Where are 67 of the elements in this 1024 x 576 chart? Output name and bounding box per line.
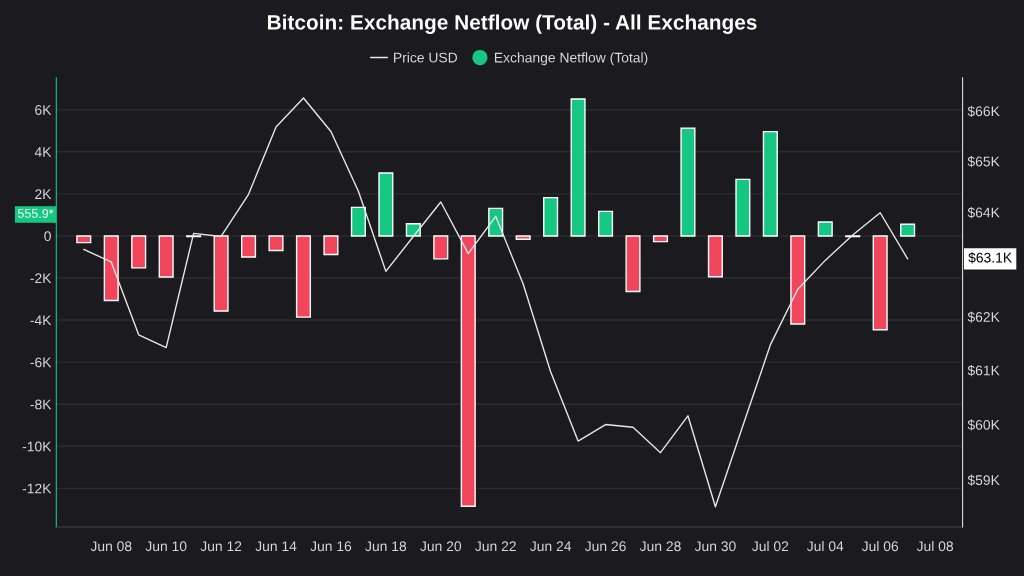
x-tick-label: Jun 12 xyxy=(200,541,242,552)
x-tick-label: Jul 06 xyxy=(861,540,899,552)
text: $63.1K xyxy=(968,252,1012,264)
bar xyxy=(625,235,641,293)
y-tick-label: -10K xyxy=(22,441,52,452)
x-tick-label: Jun 30 xyxy=(694,541,736,552)
bar xyxy=(900,223,916,237)
bar xyxy=(570,98,586,237)
y-tick-label: -2K xyxy=(30,273,52,284)
y2-tick-label: $61K xyxy=(967,364,1000,377)
x-tick-label: Jun 28 xyxy=(639,541,681,552)
legend-label: Price USD xyxy=(394,52,458,63)
y2-tick-label: $66K xyxy=(967,105,1000,117)
bar xyxy=(76,235,92,244)
x-tick-label: Jun 26 xyxy=(584,541,626,552)
x-tick-label: Jun 16 xyxy=(310,541,352,552)
y-tick-label: -8K xyxy=(30,399,52,410)
bar xyxy=(323,235,339,256)
y2-tick-label: $59K xyxy=(967,474,1000,486)
y-tick-label: 6K xyxy=(35,105,52,115)
bar xyxy=(405,223,421,237)
x-tick-label: Jun 14 xyxy=(255,541,297,552)
y-tick-label: 4K xyxy=(34,147,52,157)
y-tick-label: -4K xyxy=(30,315,52,326)
x-tick-label: Jul 04 xyxy=(806,540,844,552)
bar xyxy=(817,221,833,237)
chart-title: Bitcoin: Exchange Netflow (Total) - All Exchanges xyxy=(268,14,757,34)
bar xyxy=(735,178,751,237)
bar xyxy=(350,206,366,237)
y2-tick-label: $64K xyxy=(967,206,1000,219)
bar xyxy=(158,235,174,278)
line-series xyxy=(83,97,909,508)
x-tick-label: Jul 08 xyxy=(916,540,954,552)
legend-label: Exchange Netflow (Total) xyxy=(494,52,648,66)
y-tick-label: 2K xyxy=(35,189,52,199)
x-tick-label: Jun 20 xyxy=(420,541,462,552)
bar xyxy=(378,172,394,237)
bar xyxy=(268,235,284,252)
y2-tick-label: $65K xyxy=(967,155,1000,168)
bar xyxy=(872,235,888,331)
bar xyxy=(433,235,449,260)
bar xyxy=(543,196,559,237)
bar xyxy=(240,235,257,258)
x-tick-label: Jul 02 xyxy=(752,540,789,552)
y2-tick-label: $60K xyxy=(967,419,1000,431)
bar xyxy=(652,235,669,243)
x-tick-label: Jun 24 xyxy=(530,541,572,552)
y-tick-label: 0 xyxy=(44,231,51,242)
x-tick-label: Jun 08 xyxy=(90,541,132,552)
bar xyxy=(213,235,229,312)
y2-tick-label: $62K xyxy=(967,311,1000,323)
bar xyxy=(762,130,778,237)
bar xyxy=(790,235,806,325)
bar xyxy=(515,235,531,240)
x-tick-label: Jun 22 xyxy=(475,541,516,552)
x-tick-label: Jun 18 xyxy=(365,541,407,552)
bar xyxy=(131,235,147,269)
text: 555.9* xyxy=(17,209,54,218)
bar xyxy=(295,235,312,318)
y-tick-label: -6K xyxy=(30,357,52,368)
bar xyxy=(680,127,696,237)
y-tick-label: -12K xyxy=(22,483,52,494)
x-tick-label: Jun 10 xyxy=(145,541,187,552)
bar xyxy=(103,235,119,302)
bar xyxy=(707,235,723,278)
bar xyxy=(597,210,614,237)
bar xyxy=(460,235,476,507)
